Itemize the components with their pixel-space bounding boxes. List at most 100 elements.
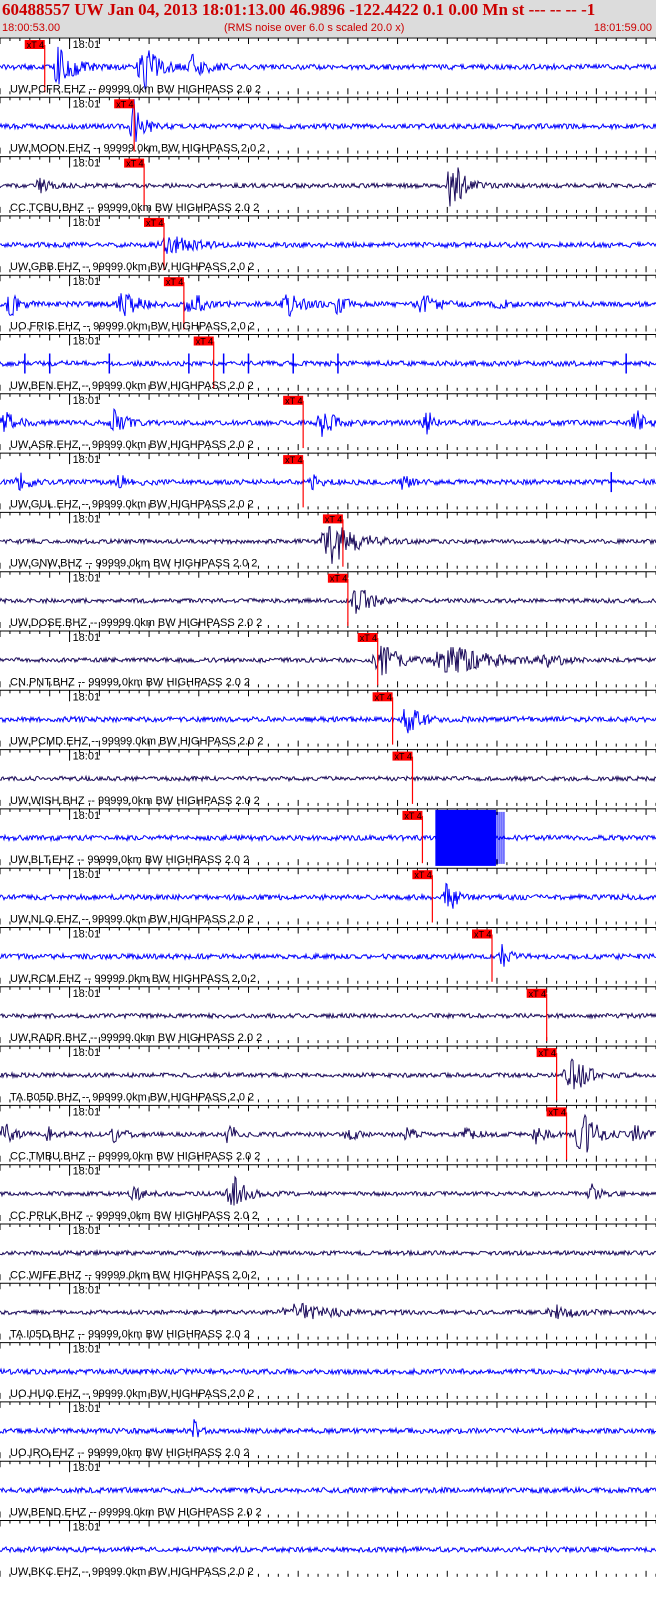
minute-label: 18:01 xyxy=(73,632,101,644)
trace-row: 18:01 xT 4 UW.RCM.EHZ -- 99999.0km BW HIGH… xyxy=(0,927,656,985)
station-label: TA.I05D.BHZ -- 99999.0km BW HIGHPASS 2.0… xyxy=(10,1329,250,1341)
trace-row: 18:01 TA.I05D.BHZ -- 99999.0km BW HIGHPAS… xyxy=(0,1282,656,1341)
minute-label: 18:01 xyxy=(73,395,101,407)
waveform-trace xyxy=(0,46,656,90)
waveform-trace xyxy=(0,1419,656,1438)
station-label: UW.DOSE.BHZ -- 99999.0km BW HIGHPASS 2.0… xyxy=(10,617,262,629)
trace-row: 18:01 xT 4 UW.NLO.EHZ -- 99999.0km BW HIGH… xyxy=(0,867,656,926)
waveform-trace xyxy=(0,1545,656,1554)
pick-label: xT 4 xyxy=(27,40,44,50)
station-label: UW.BLT.EHZ -- 99999.0km BW HIGHPASS 2.0 … xyxy=(10,854,249,866)
trace-row: 18:01 xT 4 UW.PCMD.EHZ -- 99999.0km BW HIG… xyxy=(0,689,656,748)
trace-row: 18:01 xT 4 UW.RADR.BHZ -- 99999.0km BW HIG… xyxy=(0,986,656,1044)
trace-row: 18:01 xT 4 CN.PNT.BHZ -- 99999.0km BW HIGH… xyxy=(0,630,656,688)
pick-flag xyxy=(193,336,214,346)
pick-flag xyxy=(536,1048,557,1058)
waveform-trace xyxy=(0,1485,656,1495)
seismogram-plot: 18:01 xT 4 UW.PCFR.EHZ -- 99999.0km BW HIG… xyxy=(0,37,656,1578)
trace-row: 18:01 CC.PRLK.BHZ -- 99999.0km BW HIGHPAS… xyxy=(0,1164,656,1222)
station-label: UW.WISH.BHZ -- 99999.0km BW HIGHPASS 2.0… xyxy=(10,795,260,807)
minute-label: 18:01 xyxy=(73,1403,101,1415)
trace-row: 18:01 UO.IRO.EHZ -- 99999.0km BW HIGHPASS… xyxy=(0,1401,656,1459)
start-time: 18:00:53.00 xyxy=(2,22,61,34)
pick-flag xyxy=(283,455,304,465)
pick-flag xyxy=(144,217,164,227)
minute-label: 18:01 xyxy=(73,276,101,288)
minute-label: 18:01 xyxy=(73,988,101,1000)
trace-row: 18:01 xT 4 CC.TMBU.BHZ -- 99999.0km BW HIG… xyxy=(0,1104,656,1163)
trace-row: 18:01 xT 4 UW.PCFR.EHZ -- 99999.0km BW HIG… xyxy=(0,37,656,95)
end-time: 18:01:59.00 xyxy=(593,22,652,34)
minute-label: 18:01 xyxy=(73,929,101,941)
pick-label: xT 4 xyxy=(146,218,163,228)
pick-flag xyxy=(322,514,343,524)
pick-label: xT 4 xyxy=(196,337,213,347)
pick-label: xT 4 xyxy=(166,277,183,287)
trace-row: 18:01 xT 4 UW.MOON.EHZ -- 99999.0km BW HIG… xyxy=(0,96,656,155)
pick-label: xT 4 xyxy=(404,811,421,821)
trace-row: 18:01 xT 4 UW.ASR.EHZ -- 99999.0km BW HIGH… xyxy=(0,393,656,451)
pick-label: xT 4 xyxy=(285,455,302,465)
station-label: UW.MOON.EHZ -- 99999.0km BW HIGHPASS 2.0… xyxy=(10,143,265,155)
minute-label: 18:01 xyxy=(73,1225,101,1237)
pick-label: xT 4 xyxy=(330,574,347,584)
pick-flag xyxy=(546,1107,567,1117)
minute-label: 18:01 xyxy=(73,751,101,763)
waveform-trace xyxy=(0,944,656,967)
trace-row: 18:01 xT 4 UW.BEN.EHZ -- 99999.0km BW HIGH… xyxy=(0,334,656,392)
pick-flag xyxy=(392,751,413,761)
station-label: CC.PRLK.BHZ -- 99999.0km BW HIGHPASS 2.0… xyxy=(10,1210,258,1222)
waveform-trace xyxy=(0,589,656,614)
station-label: CC.TCBU.BHZ -- 99999.0km BW HIGHPASS 2.0… xyxy=(10,202,259,214)
station-label: UW.BEND.EHZ -- 99999.0km BW HIGHPASS 2.0… xyxy=(10,1507,262,1519)
trace-row: 18:01 xT 4 TA.B05D.BHZ -- 99999.0km BW HIG… xyxy=(0,1045,656,1103)
pick-label: xT 4 xyxy=(529,989,546,999)
minute-label: 18:01 xyxy=(73,336,101,348)
minute-label: 18:01 xyxy=(73,217,101,229)
trace-row: 18:01 UW.BKC.EHZ -- 99999.0km BW HIGHPASS… xyxy=(0,1520,656,1578)
minute-label: 18:01 xyxy=(73,810,101,822)
waveform-trace xyxy=(0,99,656,142)
header-bar: 60488557 UW Jan 04, 2013 18:01:13.00 46.… xyxy=(0,0,656,37)
station-label: UW.RCM.EHZ -- 99999.0km BW HIGHPASS 2.0 … xyxy=(10,973,256,985)
station-label: UW.BEN.EHZ -- 99999.0km BW HIGHPASS 2.0 … xyxy=(10,380,254,392)
event-title: 60488557 UW Jan 04, 2013 18:01:13.00 46.… xyxy=(2,0,596,19)
minute-label: 18:01 xyxy=(73,513,101,525)
station-label: UW.GNW.BHZ -- 99999.0km BW HIGHPASS 2.0 … xyxy=(10,558,257,570)
pick-label: xT 4 xyxy=(116,99,133,109)
pick-flag xyxy=(472,929,492,939)
pick-flag xyxy=(357,633,378,642)
trace-row: 18:01 xT 4 CC.TCBU.BHZ -- 99999.0km BW HIG… xyxy=(0,156,656,214)
minute-label: 18:01 xyxy=(73,1106,101,1118)
waveform-trace xyxy=(0,1113,656,1153)
pick-label: xT 4 xyxy=(539,1048,556,1058)
pick-flag xyxy=(412,870,433,880)
pick-label: xT 4 xyxy=(285,396,302,406)
clipped-signal xyxy=(435,809,496,866)
pick-flag xyxy=(24,40,45,49)
minute-label: 18:01 xyxy=(73,454,101,466)
waveform-trace xyxy=(0,645,656,676)
trace-row: 18:01 xT 4 UW.GNW.BHZ -- 99999.0km BW HIGH… xyxy=(0,511,656,570)
pick-flag xyxy=(526,988,547,998)
trace-row: 18:01 xT 4 UW.GBB.EHZ -- 99999.0km BW HIGH… xyxy=(0,215,656,273)
trace-row: 18:01 xT 4 UO.FRIS.EHZ -- 99999.0km BW HIG… xyxy=(0,274,656,333)
pick-flag xyxy=(114,99,135,109)
minute-label: 18:01 xyxy=(73,1047,101,1059)
minute-label: 18:01 xyxy=(73,98,101,110)
rms-subtitle: (RMS noise over 6.0 s scaled 20.0 x) xyxy=(224,22,405,34)
waveform-trace xyxy=(0,1175,656,1206)
waveform-trace xyxy=(0,882,656,909)
pick-flag xyxy=(402,810,423,820)
pick-label: xT 4 xyxy=(474,930,491,940)
minute-label: 18:01 xyxy=(73,1344,101,1356)
waveform-trace xyxy=(0,774,656,783)
pick-label: xT 4 xyxy=(126,159,143,169)
trace-row: 18:01 xT 4 UW.WISH.BHZ -- 99999.0km BW HIG… xyxy=(0,749,656,807)
trace-row: 18:01 UO.HUO.EHZ -- 99999.0km BW HIGHPASS… xyxy=(0,1342,656,1400)
waveform-trace xyxy=(0,1302,656,1320)
minute-label: 18:01 xyxy=(73,573,101,585)
minute-label: 18:01 xyxy=(73,1462,101,1474)
pick-label: xT 4 xyxy=(360,633,377,643)
station-label: CN.PNT.BHZ -- 99999.0km BW HIGHPASS 2.0 … xyxy=(10,676,250,688)
